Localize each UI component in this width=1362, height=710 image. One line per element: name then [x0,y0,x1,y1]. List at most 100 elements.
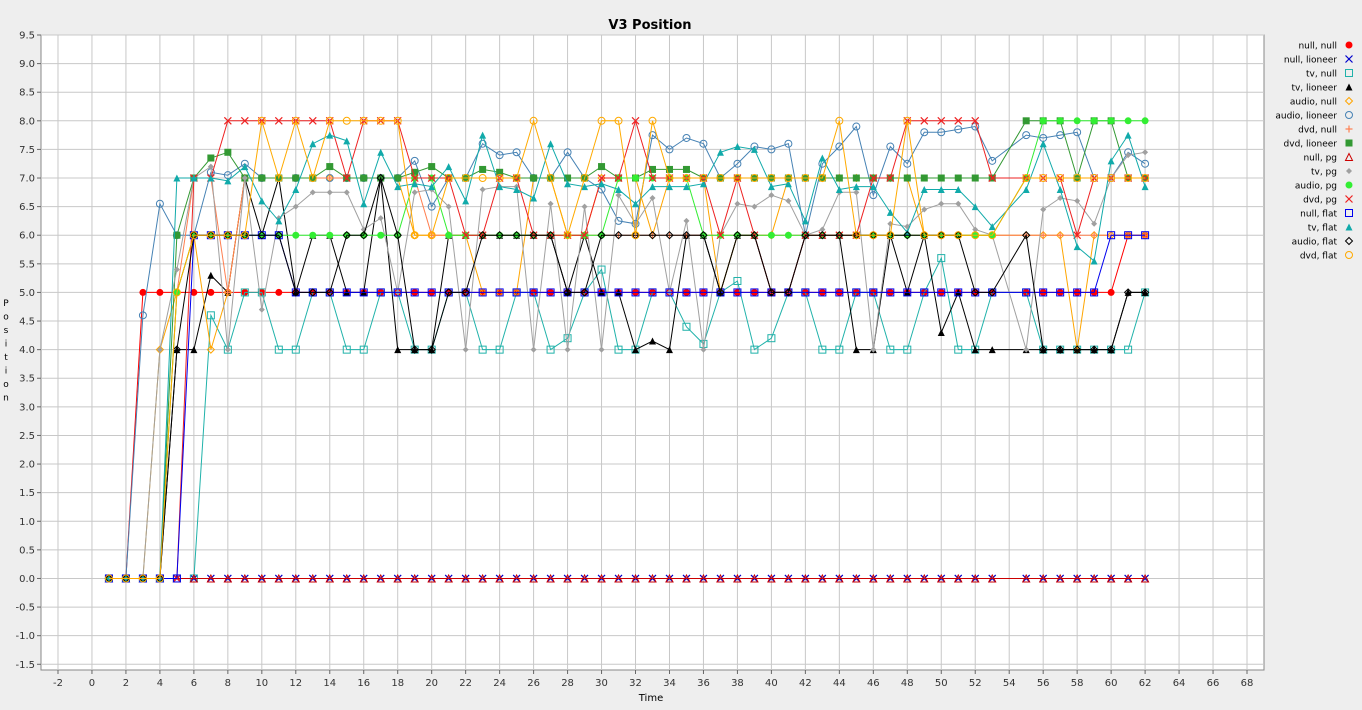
series-point-stroke [461,231,470,240]
series-point [478,573,487,583]
legend-marker [1345,139,1353,147]
series-point [377,231,385,239]
series-point [785,197,792,204]
series-point [1123,288,1133,297]
series-point [190,346,198,354]
series-point [870,346,877,353]
y-tick-label: 8.5 [19,88,35,99]
series-point [530,346,537,353]
series-point [495,151,504,160]
series-point [479,131,487,139]
series-point [428,163,436,171]
series-point [869,183,877,191]
series-point [1055,345,1065,354]
series-point [886,174,895,182]
series-point [818,154,826,162]
series-point [326,231,334,239]
series-point [207,154,215,162]
series-point [987,573,997,583]
series-point [325,116,334,125]
series-point [919,573,929,583]
x-tick-label: 10 [255,678,268,689]
series-point [631,231,640,240]
series-point [462,346,469,353]
series-point [1056,117,1064,125]
series-point [886,231,895,240]
series-point [631,116,640,125]
series-point [768,192,775,199]
series-point [751,203,758,210]
y-tick-label: 6.0 [19,231,35,242]
series-point-stroke [971,116,980,125]
series-point [937,231,946,240]
x-tick-label: 54 [1003,678,1016,689]
series-point [309,140,317,148]
series-point [444,573,453,583]
series-point [818,573,827,583]
series-point [580,231,589,240]
legend-item: tv, flat [1308,223,1353,234]
series-point [597,174,606,182]
series-point [138,311,147,320]
series-point [648,131,657,140]
series-point [920,128,929,137]
series-point [172,345,182,354]
y-tick-label: 3.5 [19,374,35,385]
series-point [326,163,334,171]
series-point [1074,197,1081,204]
series-point [1072,573,1082,583]
series-point [563,334,572,343]
legend-item: null, pg [1303,152,1354,164]
x-tick-label: 34 [663,678,676,689]
series-point [1106,573,1116,583]
y-tick-label: 5.5 [19,259,35,270]
series-point [1039,231,1047,239]
series-point [223,573,233,583]
y-axis-label-char: o [3,380,9,390]
series-point [173,231,181,239]
series-point [853,189,860,196]
series-point [292,185,300,193]
series-point [682,573,691,583]
series-point [682,174,691,183]
series-point [156,346,163,353]
series-point [207,271,215,279]
legend-marker [1344,236,1354,246]
series-point [1107,157,1115,165]
y-axis-label-char: o [3,313,9,323]
series-point [597,231,606,240]
series-point [903,345,912,354]
series-point [869,174,878,182]
y-tick-label: -0.5 [15,603,35,614]
y-tick-label: -1.5 [15,660,35,671]
series-point [478,231,487,240]
series-point [496,168,504,176]
series-point [512,174,521,183]
series-point [206,573,216,583]
series-point [1090,288,1099,297]
series-point-stroke [597,174,606,182]
series-point [1124,345,1133,354]
series-point [156,288,164,296]
series-point [274,345,283,354]
legend-label: tv, flat [1308,224,1338,234]
legend-marker [1345,181,1353,189]
series-point [410,288,419,297]
series-point [478,288,487,297]
series-point [937,254,946,263]
series-point [207,288,215,296]
series-point [1107,288,1115,296]
series-point [632,174,640,182]
y-tick-label: 5.0 [19,288,35,299]
series-point [325,288,334,297]
series-point [1072,345,1082,354]
series-point [716,148,724,156]
series-point [224,177,232,185]
legend-marker [1345,111,1353,119]
x-tick-label: 4 [157,678,163,689]
series-point [513,185,521,193]
series-point [308,288,317,297]
series-point [308,174,317,183]
series-point [427,174,436,182]
series-point [343,189,350,196]
